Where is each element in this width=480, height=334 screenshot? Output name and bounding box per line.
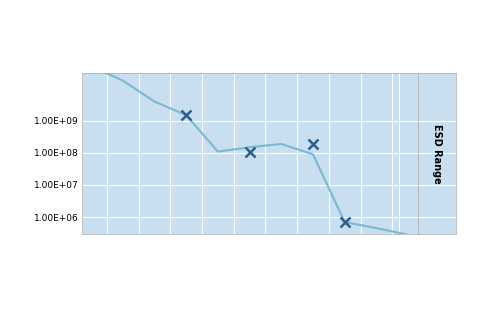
Text: ESD Range: ESD Range: [432, 124, 442, 183]
Text: 3DXSTAT™ ESD-ABS: 3DXSTAT™ ESD-ABS: [162, 23, 318, 37]
